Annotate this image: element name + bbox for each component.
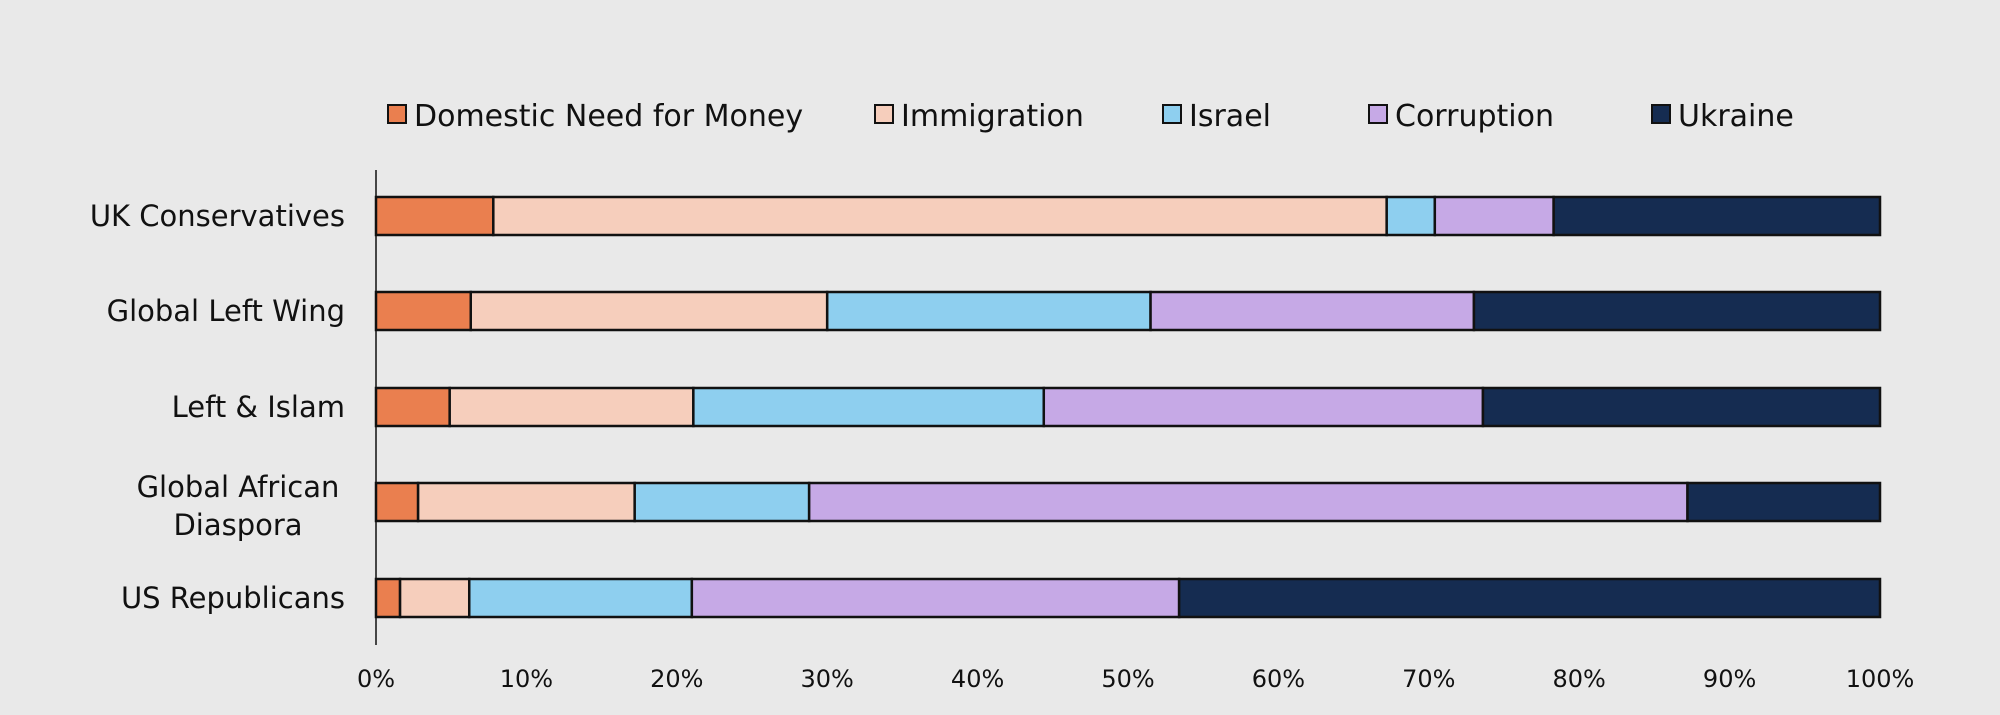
bar-segment-immigration	[416, 481, 636, 523]
bar-row	[374, 290, 1882, 332]
bar-segment-immigration	[448, 386, 695, 428]
legend-label: Ukraine	[1678, 99, 1794, 134]
chart-legend: Domestic Need for Money Immigration Israel…	[387, 99, 1794, 134]
x-tick-label: 30%	[801, 665, 854, 693]
x-tick-label: 100%	[1846, 665, 1915, 693]
chart-bars	[374, 195, 1882, 619]
legend-swatch	[874, 104, 894, 124]
bar-segment-domestic-need-for-money	[374, 290, 473, 332]
legend-swatch	[1651, 104, 1671, 124]
x-tick-label: 70%	[1402, 665, 1455, 693]
legend-swatch	[1162, 104, 1182, 124]
bar-row	[374, 195, 1882, 237]
bar-segment-corruption	[1149, 290, 1476, 332]
bar-segment-immigration	[398, 577, 471, 619]
bar-segment-israel	[467, 577, 694, 619]
legend-item-corruption: Corruption	[1368, 99, 1554, 134]
legend-label: Corruption	[1395, 99, 1554, 134]
bar-segment-immigration	[492, 195, 1388, 237]
category-label: Left & Islam	[172, 390, 345, 424]
chart-category-labels: UK Conservatives Global Left Wing Left & I…	[90, 199, 345, 615]
legend-label: Israel	[1189, 99, 1271, 134]
x-tick-label: 50%	[1101, 665, 1154, 693]
legend-item-israel: Israel	[1162, 99, 1271, 134]
category-label: UK Conservatives	[90, 199, 345, 233]
x-tick-label: 40%	[951, 665, 1004, 693]
bar-segment-israel	[633, 481, 811, 523]
bar-segment-ukraine	[1472, 290, 1882, 332]
bar-segment-israel	[692, 386, 1046, 428]
bar-segment-domestic-need-for-money	[374, 386, 451, 428]
bar-segment-domestic-need-for-money	[374, 577, 402, 619]
x-tick-label: 10%	[500, 665, 553, 693]
bar-segment-domestic-need-for-money	[374, 195, 495, 237]
bar-segment-immigration	[469, 290, 829, 332]
bar-segment-corruption	[807, 481, 1689, 523]
bar-segment-israel	[825, 290, 1152, 332]
bar-segment-ukraine	[1177, 577, 1882, 619]
bar-segment-domestic-need-for-money	[374, 481, 420, 523]
legend-swatch	[1368, 104, 1388, 124]
bar-segment-ukraine	[1686, 481, 1882, 523]
x-tick-label: 0%	[357, 665, 395, 693]
legend-swatch	[387, 104, 407, 124]
bar-segment-corruption	[690, 577, 1181, 619]
bar-row	[374, 577, 1882, 619]
bar-segment-corruption	[1042, 386, 1485, 428]
x-tick-label: 60%	[1252, 665, 1305, 693]
bar-segment-ukraine	[1481, 386, 1882, 428]
legend-label: Domestic Need for Money	[414, 99, 803, 134]
bar-row	[374, 481, 1882, 523]
bar-segment-ukraine	[1552, 195, 1882, 237]
chart-axes: 0% 10% 20% 30% 40% 50% 60% 70% 80% 90% 100%	[357, 170, 1914, 693]
category-label: Global African Diaspora	[137, 470, 340, 542]
legend-item-domestic-need-for-money: Domestic Need for Money	[387, 99, 803, 134]
legend-label: Immigration	[901, 99, 1084, 134]
legend-item-immigration: Immigration	[874, 99, 1084, 134]
bar-row	[374, 386, 1882, 428]
category-label: US Republicans	[121, 581, 345, 615]
x-tick-label: 80%	[1553, 665, 1606, 693]
legend-item-ukraine: Ukraine	[1651, 99, 1794, 134]
x-tick-label: 20%	[650, 665, 703, 693]
bar-segment-israel	[1385, 195, 1437, 237]
bar-segment-corruption	[1433, 195, 1555, 237]
category-label: Global Left Wing	[107, 294, 345, 328]
x-tick-label: 90%	[1703, 665, 1756, 693]
